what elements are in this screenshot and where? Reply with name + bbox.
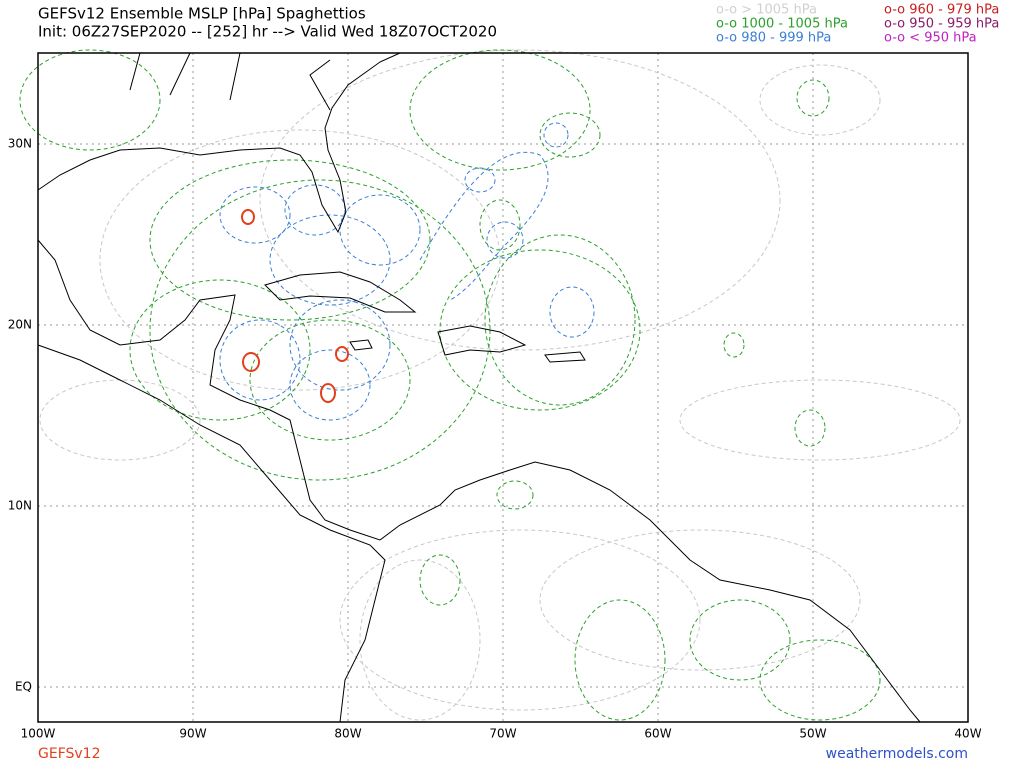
contour [794, 409, 826, 447]
lat-label: 10N [8, 499, 32, 513]
island [437, 325, 527, 356]
map-frame [37, 52, 969, 723]
contours-gray [39, 49, 961, 721]
coastline [37, 52, 401, 234]
contour [289, 299, 391, 391]
contour [19, 49, 161, 151]
contours-blue [219, 122, 595, 421]
contour [129, 279, 311, 421]
legend-entry: o-o 1000 - 1005 hPa [716, 17, 848, 32]
legend-entry: o-o 980 - 999 hPa [716, 31, 831, 46]
lon-label: 80W [334, 727, 361, 741]
border [129, 52, 331, 111]
map-frame-bg [38, 53, 968, 722]
legend-entry: o-o 950 - 959 hPa [884, 17, 999, 32]
contour [419, 554, 461, 606]
contour [419, 151, 549, 301]
legend-entry: o-o > 1005 hPa [716, 3, 817, 18]
contour [439, 249, 641, 411]
legend-entry: o-o 960 - 979 hPa [884, 3, 999, 18]
contour [796, 79, 830, 117]
contour [289, 349, 371, 421]
contour [486, 221, 524, 259]
legend-entry: o-o < 950 hPa [884, 31, 977, 46]
coastline [37, 239, 921, 723]
graticule [38, 53, 968, 722]
contour [689, 599, 791, 681]
contour [484, 234, 636, 406]
footer-model: GEFSv12 [38, 746, 101, 762]
contour [339, 529, 701, 711]
contour [284, 184, 346, 236]
contour [539, 529, 861, 671]
contour [479, 199, 521, 251]
footer-site: weathermodels.com [826, 746, 968, 762]
contour [574, 599, 666, 721]
contour [539, 112, 601, 158]
lon-label: 70W [489, 727, 516, 741]
lon-label: 100W [21, 727, 56, 741]
lon-label: 90W [179, 727, 206, 741]
contour [99, 129, 501, 391]
contour [249, 319, 411, 441]
contour [549, 286, 595, 338]
contour [339, 194, 421, 266]
contour [241, 209, 255, 225]
contour [149, 159, 431, 321]
contour [219, 319, 301, 401]
island [544, 351, 586, 363]
island [349, 339, 373, 351]
contour [219, 186, 291, 244]
contour [259, 49, 781, 351]
contour [759, 639, 881, 721]
lon-label: 40W [954, 727, 981, 741]
subtitle: Init: 06Z27SEP2020 -- [252] hr --> Valid… [38, 23, 497, 41]
lat-label: 30N [8, 137, 32, 151]
lat-labels: 30N 20N 10N EQ [8, 137, 32, 694]
contour [723, 332, 745, 358]
coastlines [37, 52, 921, 723]
contour [359, 559, 481, 721]
contour [409, 49, 591, 171]
lon-label: 60W [644, 727, 671, 741]
contour [242, 352, 260, 372]
contour [335, 346, 349, 362]
island [264, 271, 417, 313]
contour [464, 167, 496, 193]
contour [543, 122, 569, 148]
map [19, 49, 969, 723]
contour [759, 64, 881, 136]
title: GEFSv12 Ensemble MSLP [hPa] Spaghettios [38, 5, 366, 23]
contour [269, 214, 391, 306]
contour [320, 383, 336, 403]
lon-label: 50W [799, 727, 826, 741]
coastline [37, 344, 386, 723]
contour [679, 379, 961, 461]
contour [496, 480, 534, 510]
contours-red [241, 209, 349, 403]
lon-labels: 100W 90W 80W 70W 60W 50W 40W [21, 727, 982, 741]
lat-label: 20N [8, 318, 32, 332]
lat-label: EQ [15, 680, 32, 694]
